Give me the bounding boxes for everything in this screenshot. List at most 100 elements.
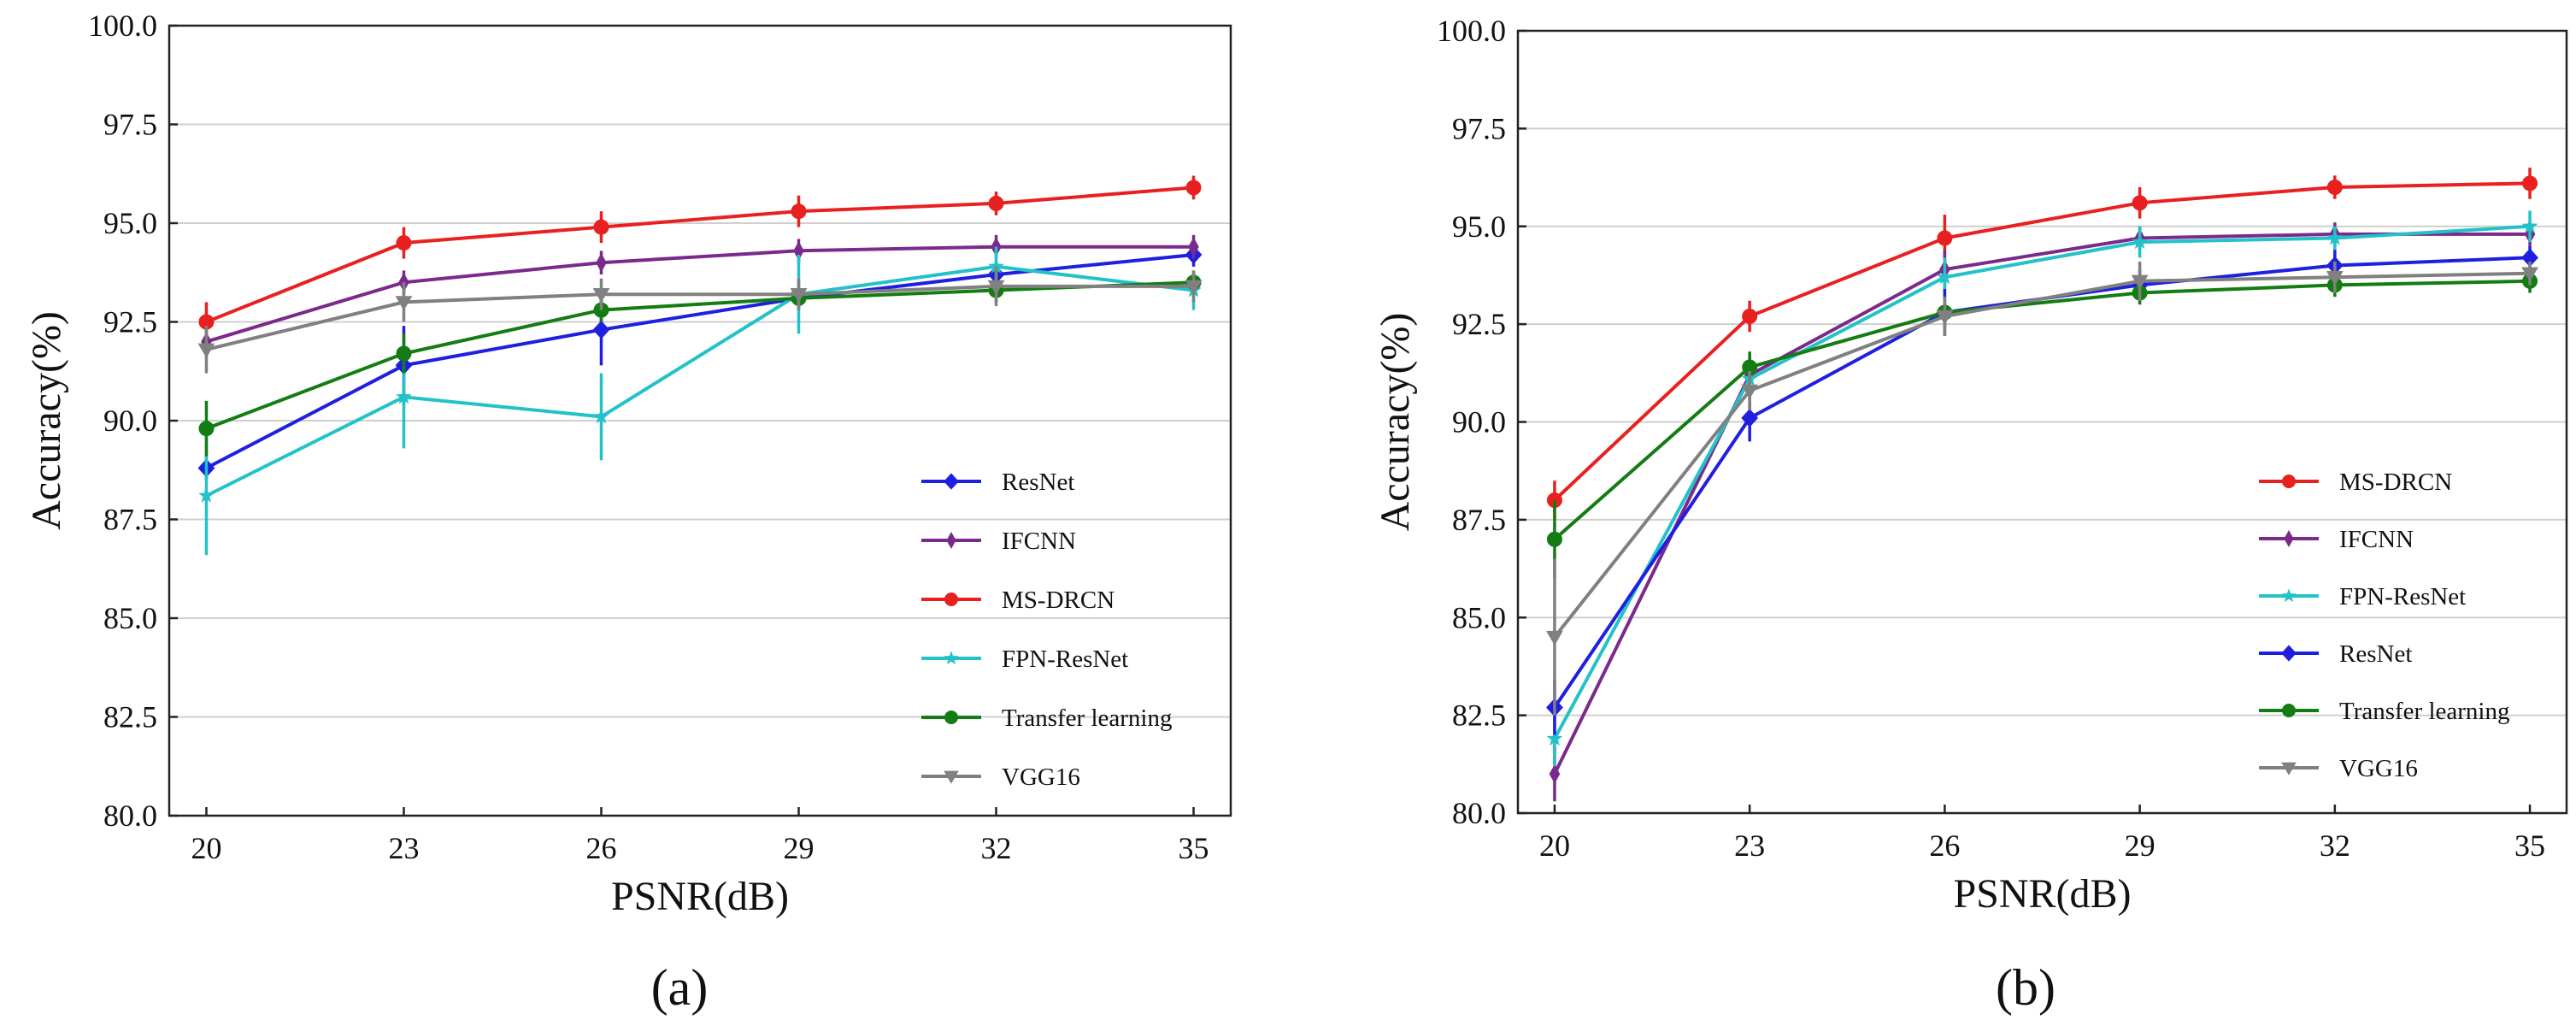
vgg16-point <box>197 343 215 358</box>
grid-lines <box>1518 127 2567 716</box>
ms-drcn-point <box>396 235 412 251</box>
vgg16-point <box>395 296 413 311</box>
ms-drcn-point <box>198 314 215 330</box>
legend-item-resnet: ResNet <box>921 469 1074 496</box>
legend-marker-transfer-learning <box>944 711 958 724</box>
grid-lines <box>169 123 1231 718</box>
fpn-resnet-point <box>2521 217 2538 233</box>
ms-drcn-point <box>988 195 1004 211</box>
y-tick-label: 100.0 <box>88 9 157 43</box>
series-vgg16 <box>1546 261 2538 716</box>
vgg16-point <box>1741 384 1759 399</box>
legend-marker-transfer-learning <box>2282 704 2296 717</box>
fpn-resnet-line <box>1553 224 2531 740</box>
legend-item-fpn-resnet: FPN-ResNet <box>2259 583 2466 610</box>
y-axis: 80.0 82.5 85.0 87.5 90.0 92.5 95.0 97.5 100.0 <box>1437 14 1526 830</box>
transfer-learning-point <box>198 421 215 437</box>
y-tick-label: 100.0 <box>1437 14 1506 48</box>
ms-drcn-point <box>791 203 807 220</box>
y-tick-label: 82.5 <box>103 700 157 734</box>
y-tick-label: 80.0 <box>1452 796 1506 830</box>
ms-drcn-point <box>1742 308 1758 324</box>
legend-label-ms-drcn: MS-DRCN <box>1002 587 1115 614</box>
legend-item-resnet: ResNet <box>2259 640 2412 668</box>
ifcnn-point <box>596 252 607 273</box>
ms-drcn-point <box>593 219 609 235</box>
legend-item-ifcnn: IFCNN <box>2259 526 2414 553</box>
transfer-learning-line <box>205 280 1194 431</box>
legend-marker-fpn-resnet <box>2281 588 2297 603</box>
legend-label-fpn-resnet: FPN-ResNet <box>1002 646 1128 673</box>
y-tick-label: 92.5 <box>1452 307 1506 341</box>
y-tick-label: 85.0 <box>1452 600 1506 634</box>
legend-marker-ms-drcn <box>2282 475 2296 488</box>
ms-drcn-point <box>2326 180 2343 195</box>
legend-item-fpn-resnet: FPN-ResNet <box>921 646 1128 673</box>
legend-label-transfer-learning: Transfer learning <box>2339 698 2509 725</box>
y-axis: 80.0 82.5 85.0 87.5 90.0 92.5 95.0 97.5 100.0 <box>88 9 178 833</box>
legend-label-resnet: ResNet <box>1002 469 1074 496</box>
y-tick-label: 87.5 <box>103 503 157 537</box>
plot-frame <box>168 24 1232 817</box>
y-tick-label: 87.5 <box>1452 503 1506 537</box>
legend-marker-fpn-resnet <box>944 651 959 665</box>
x-tick-label: 35 <box>1179 831 1209 865</box>
legend-marker-vgg16 <box>2281 762 2297 775</box>
y-tick-label: 82.5 <box>1452 699 1506 733</box>
series-resnet <box>197 243 1203 481</box>
ifcnn-point <box>793 241 804 261</box>
x-axis-label: PSNR(dB) <box>611 874 789 919</box>
ms-drcn-point <box>1937 230 1953 246</box>
legend-item-transfer-learning: Transfer learning <box>921 705 1172 732</box>
vgg16-point <box>790 287 808 304</box>
fpn-resnet-point <box>1546 730 1563 746</box>
vgg16-line <box>206 284 1194 351</box>
ms-drcn-line <box>1553 181 2531 502</box>
legend: ResNet IFCNN MS-DRCN FPN-ResNet Transfer lea… <box>921 469 1172 791</box>
legend-marker-ifcnn <box>946 532 956 549</box>
y-tick-label: 90.0 <box>1452 405 1506 439</box>
vgg16-point <box>1185 280 1203 295</box>
legend-label-ifcnn: IFCNN <box>2339 526 2414 553</box>
y-tick-label: 97.5 <box>1452 111 1506 145</box>
y-tick-label: 80.0 <box>103 799 157 833</box>
x-axis: 20 23 26 29 32 35 <box>1539 805 2545 863</box>
x-axis-label: PSNR(dB) <box>1953 871 2131 917</box>
resnet-point <box>2521 248 2538 268</box>
x-tick-label: 23 <box>1734 828 1765 863</box>
y-tick-label: 85.0 <box>103 601 157 635</box>
legend-label-resnet: ResNet <box>2339 640 2412 668</box>
y-tick-label: 95.0 <box>103 206 157 240</box>
x-tick-label: 35 <box>2514 828 2545 863</box>
legend-item-ifcnn: IFCNN <box>921 528 1076 555</box>
ms-drcn-point <box>2132 195 2148 211</box>
ms-drcn-point <box>1185 180 1202 196</box>
fpn-resnet-line <box>205 264 1194 498</box>
legend-item-transfer-learning: Transfer learning <box>2259 698 2509 725</box>
x-tick-label: 32 <box>2320 828 2350 863</box>
resnet-point <box>1741 409 1759 428</box>
vgg16-point <box>1546 630 1563 646</box>
x-tick-label: 20 <box>1539 828 1570 863</box>
x-tick-label: 26 <box>585 831 616 865</box>
legend-marker-ifcnn <box>2284 530 2294 547</box>
fpn-resnet-point <box>396 388 412 404</box>
vgg16-point <box>2521 267 2538 282</box>
fpn-resnet-point <box>2326 229 2344 245</box>
fpn-resnet-point <box>988 257 1004 274</box>
panel-label: (a) <box>651 959 709 1016</box>
legend-label-fpn-resnet: FPN-ResNet <box>2339 583 2466 610</box>
y-tick-label: 90.0 <box>103 404 157 438</box>
y-tick-label: 92.5 <box>103 305 157 339</box>
resnet-point <box>592 320 610 339</box>
x-tick-label: 29 <box>784 831 815 865</box>
legend-item-ms-drcn: MS-DRCN <box>921 587 1115 614</box>
vgg16-point <box>987 280 1005 295</box>
legend-label-vgg16: VGG16 <box>2339 755 2418 782</box>
x-tick-label: 23 <box>388 831 419 865</box>
series-group <box>197 175 1203 556</box>
vgg16-point <box>1936 310 1954 325</box>
